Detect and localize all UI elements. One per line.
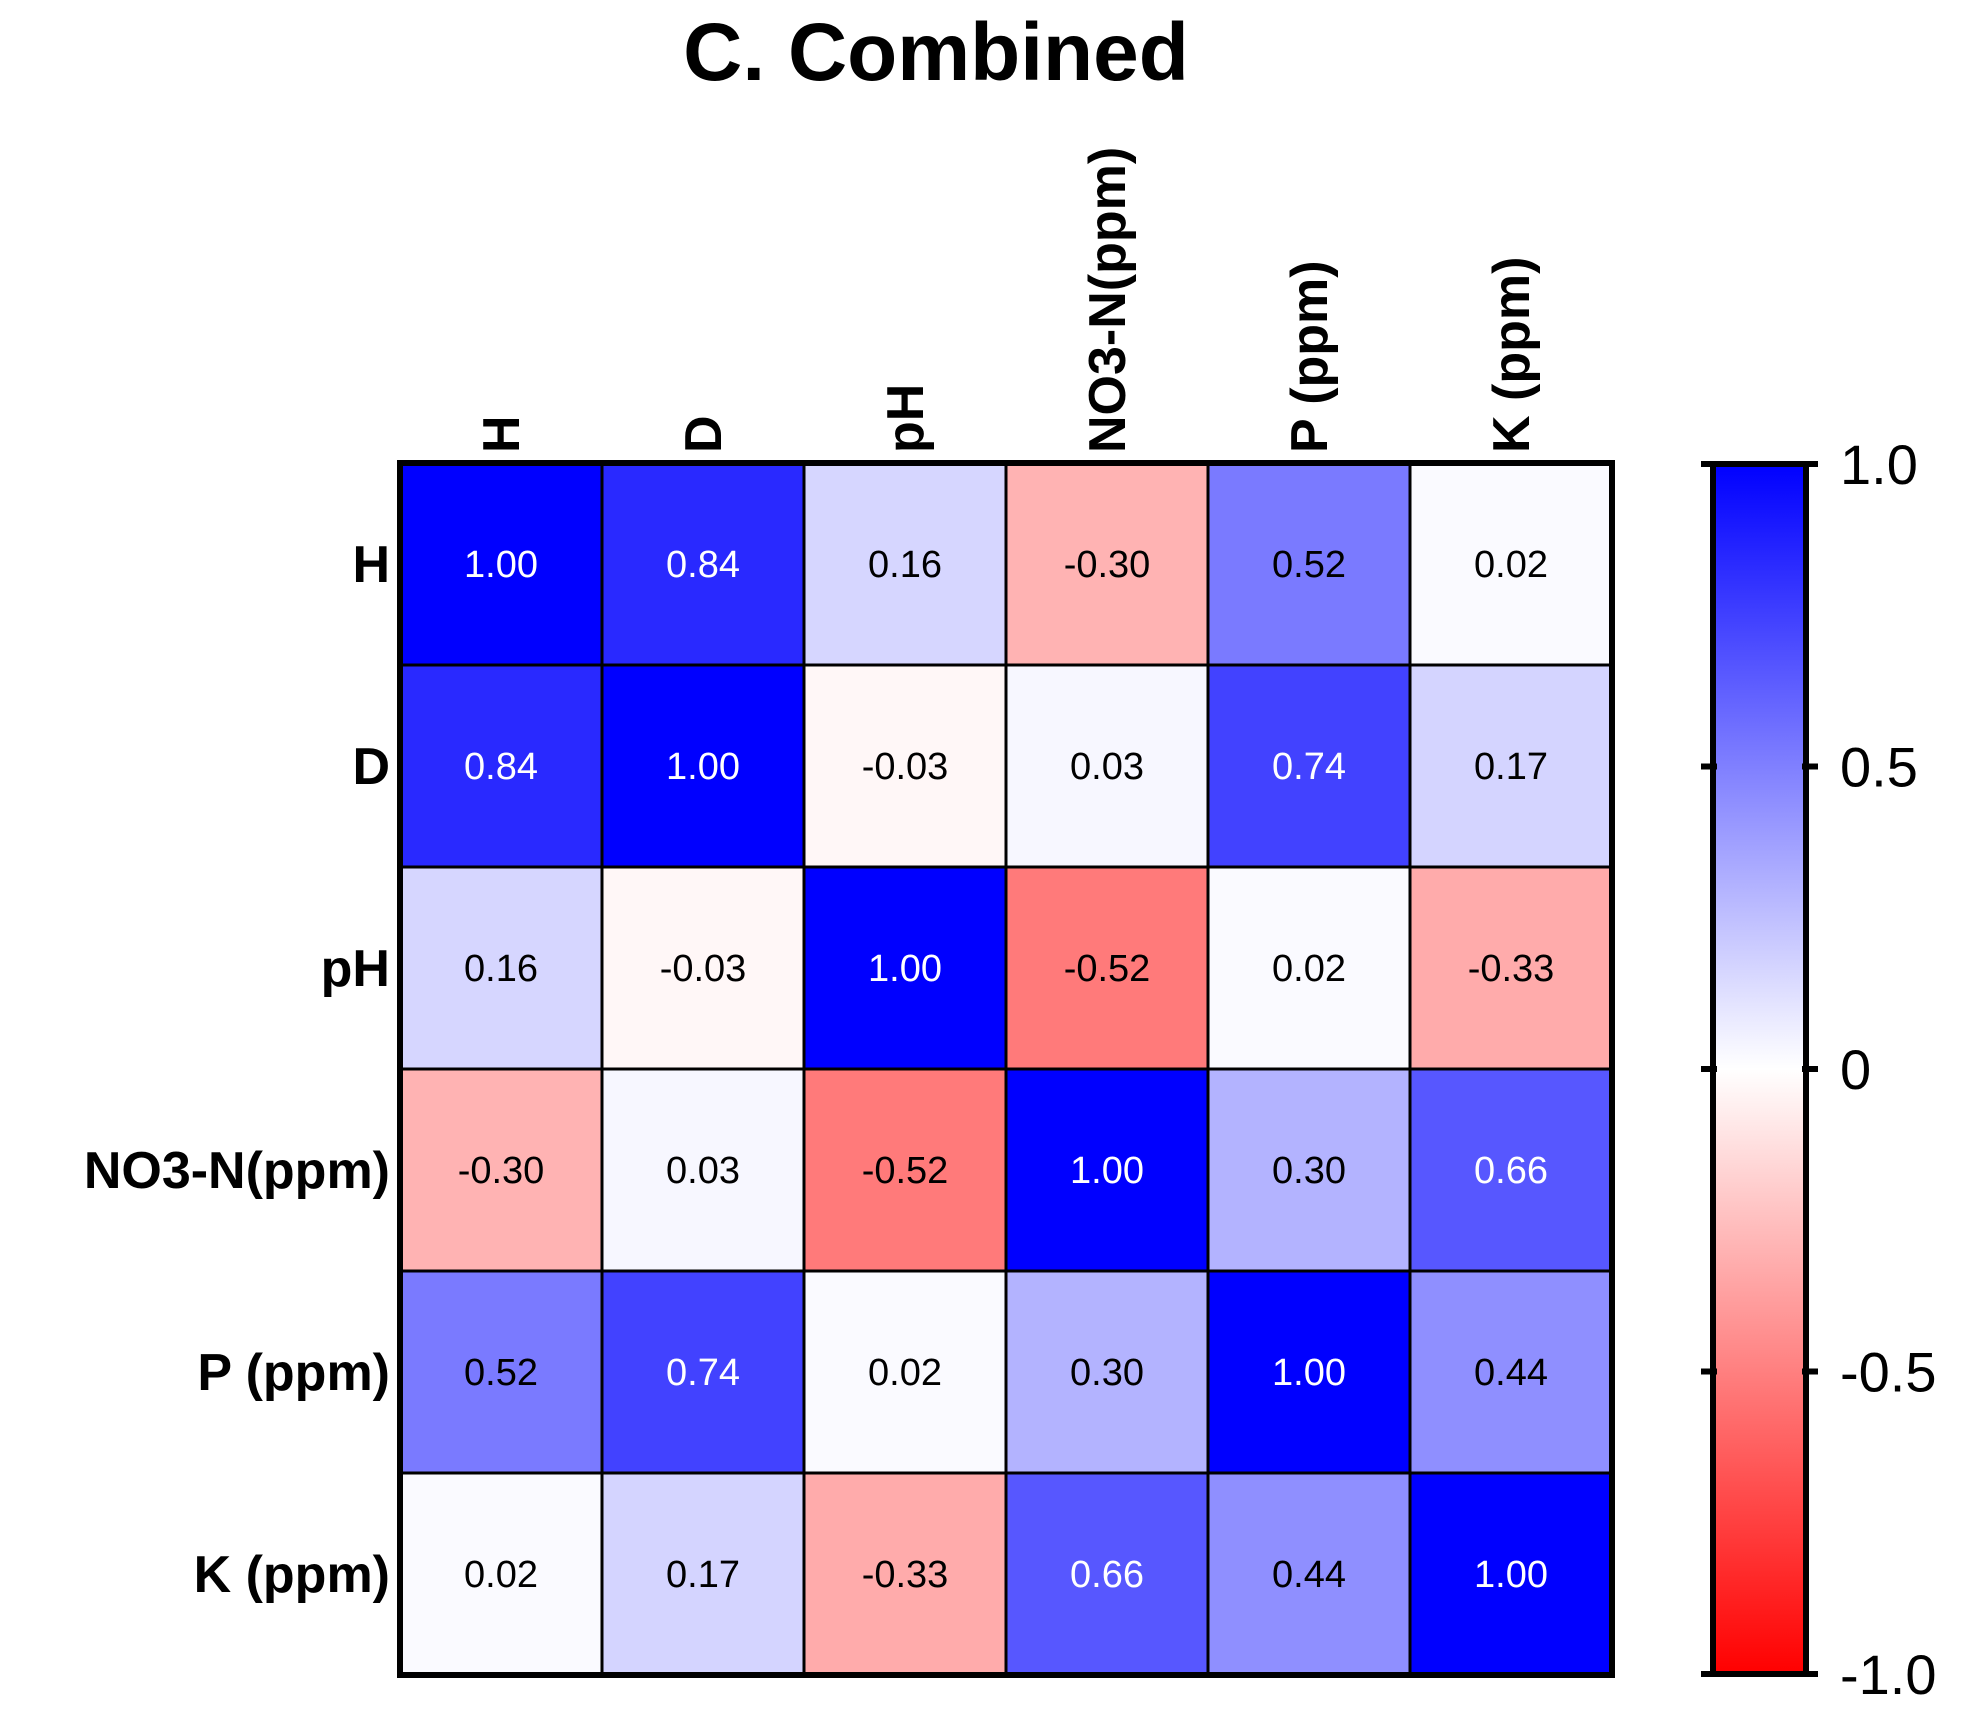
heatmap-cell [1408,663,1614,869]
cell-value-label: 0.52 [1272,544,1346,586]
cell-value-label: -0.33 [862,1554,949,1596]
column-label: K (ppm) [1483,257,1541,453]
heatmap-cell [1206,1067,1412,1273]
cell-value-label: 0.66 [1474,1150,1548,1192]
heatmap-cell [398,461,604,667]
column-label: D [675,415,733,453]
cell-value-label: 0.03 [666,1150,740,1192]
heatmap-cell [1408,461,1614,667]
cell-value-label: 0.44 [1474,1352,1548,1394]
cell-value-label: 1.00 [868,948,942,990]
heatmap-cell [1206,865,1412,1071]
heatmap-cell [1004,1269,1210,1475]
cell-value-label: 0.30 [1272,1150,1346,1192]
cell-value-label: 0.74 [666,1352,740,1394]
heatmap-cell [1004,1067,1210,1273]
heatmap-cell [600,663,806,869]
row-label: K (ppm) [194,1546,390,1604]
cell-value-label: 0.84 [464,746,538,788]
colorbar-tick-label: -1.0 [1840,1643,1937,1706]
cell-value-label: 0.84 [666,544,740,586]
heatmap-cell [398,1269,604,1475]
heatmap-border [397,460,1615,1678]
cell-value-label: 0.17 [1474,746,1548,788]
column-label: P (ppm) [1281,260,1339,453]
row-label: H [352,536,390,594]
colorbar-tick-label: -0.5 [1840,1341,1937,1404]
heatmap-cell [1408,1471,1614,1677]
heatmap-cell [1206,1269,1412,1475]
cell-value-label: 0.02 [868,1352,942,1394]
colorbar: 1.0 0.5 0 -0.5 -1.0 [1701,433,1937,1706]
colorbar-tick-label: 0 [1840,1038,1871,1101]
heatmap-cell [600,461,806,667]
cell-value-label: -0.52 [1064,948,1151,990]
colorbar-gradient [1710,461,1809,1677]
row-label: P (ppm) [197,1344,390,1402]
colorbar-tick-label: 1.0 [1840,433,1918,496]
cell-value-label: 1.00 [666,746,740,788]
heatmap-cell [398,1471,604,1677]
cell-value-label: 1.00 [1070,1150,1144,1192]
row-label: pH [321,940,390,998]
cell-value-label: 1.00 [1272,1352,1346,1394]
heatmap-cell [1004,865,1210,1071]
row-labels: H DpH NO3-N(ppm) P (ppm) K (ppm) [84,536,390,1604]
heatmap-cell [600,1067,806,1273]
heatmap-cell [1408,865,1614,1071]
heatmap-cell [1004,461,1210,667]
cell-value-label: -0.03 [862,746,949,788]
cell-value-label: -0.30 [1064,544,1151,586]
cell-value-label: 0.02 [1272,948,1346,990]
cell-value-label: 0.52 [464,1352,538,1394]
cell-value-label: 0.44 [1272,1554,1346,1596]
heatmap-cell [600,865,806,1071]
cell-value-label: 0.03 [1070,746,1144,788]
cell-value-label: -0.30 [458,1150,545,1192]
cell-value-label: 0.16 [464,948,538,990]
cell-value-label: 1.00 [1474,1554,1548,1596]
cell-value-label: 0.17 [666,1554,740,1596]
cell-value-label: -0.03 [660,948,747,990]
cell-value-label: 0.02 [464,1554,538,1596]
column-label: H [473,415,531,453]
cell-value-label: -0.33 [1468,948,1555,990]
cell-value-label: 0.02 [1474,544,1548,586]
heatmap-cell [802,1269,1008,1475]
chart-title: C. Combined [683,7,1189,98]
cell-value-label: 0.66 [1070,1554,1144,1596]
cell-value-label: 1.00 [464,544,538,586]
heatmap-cell [1004,663,1210,869]
heatmap-cell [802,1067,1008,1273]
colorbar-ticks: 1.0 0.5 0 -0.5 -1.0 [1701,433,1937,1706]
row-label: D [352,738,390,796]
row-label: NO3-N(ppm) [84,1142,390,1200]
cell-value-label: 0.16 [868,544,942,586]
cell-value-label: -0.52 [862,1150,949,1192]
cell-value-label: 0.74 [1272,746,1346,788]
heatmap-cells: 1.00 0.84 0.16 -0.30 0.52 0.02 0.84 1.00 -0.03 0.… [398,461,1614,1677]
cell-value-label: 0.30 [1070,1352,1144,1394]
column-label: NO3-N(ppm) [1079,147,1137,453]
column-label: pH [877,384,935,453]
colorbar-tick-label: 0.5 [1840,736,1918,799]
heatmap-cell [398,1067,604,1273]
